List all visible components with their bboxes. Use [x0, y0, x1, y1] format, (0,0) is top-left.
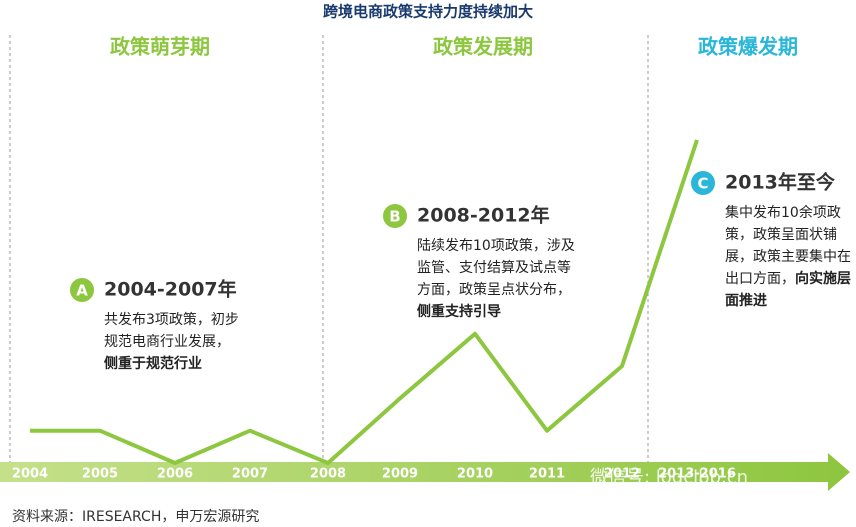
- annotation-run: 监管、支付结算及试点等: [417, 259, 571, 276]
- annotation-run: 出口方面，: [725, 271, 795, 287]
- annotation-run: 向实施层: [795, 270, 851, 287]
- watermark: 微信号: logclbb.cn: [590, 467, 748, 488]
- annotation-badge: [70, 278, 94, 302]
- annotation-badge: [383, 204, 407, 228]
- annotation-run: 策，政策呈面状铺: [725, 226, 837, 243]
- separators: [9, 35, 649, 462]
- annotation-badge: [691, 171, 715, 195]
- annotation-run: 规范电商行业发展，: [104, 333, 230, 350]
- annotation-run: 集中发布10余项政: [725, 204, 841, 221]
- annotation-line: 侧重支持引导: [417, 303, 501, 320]
- annotation-line: 集中发布10余项政: [725, 204, 841, 221]
- annotation-line: 面推进: [725, 292, 767, 309]
- x-tick-label: 2009: [382, 467, 418, 482]
- x-tick-label: 2008: [310, 467, 346, 482]
- phase-title: 政策爆发期: [698, 35, 798, 59]
- annotation-run: 方面，政策呈点状分布，: [417, 281, 571, 298]
- annotation-letter: C: [697, 175, 708, 193]
- phase-title: 政策萌芽期: [110, 35, 210, 59]
- timeline-arrow: [0, 453, 850, 491]
- phase-title: 政策发展期: [433, 35, 533, 59]
- annotation-run: 面推进: [725, 292, 767, 309]
- annotation-line: 展，政策主要集中在: [725, 248, 851, 265]
- annotation-line: 策，政策呈面状铺: [725, 226, 837, 243]
- chart-title: 跨境电商政策支持力度持续加大: [323, 3, 533, 21]
- x-tick-label: 2013-2016: [658, 467, 736, 482]
- annotation-line: 规范电商行业发展，: [104, 333, 230, 350]
- annotation-heading: 2004-2007年: [104, 278, 237, 301]
- annotation-run: 侧重支持引导: [417, 303, 501, 320]
- x-tick-label: 2010: [457, 467, 493, 482]
- annotation-heading: 2013年至今: [725, 171, 835, 194]
- x-tick-label: 2012: [604, 467, 640, 482]
- source: 资料来源：IRESEARCH，申万宏源研究: [12, 509, 259, 525]
- annotation-line: 侧重于规范行业: [104, 355, 202, 372]
- annotation-letter: A: [76, 282, 88, 300]
- annotation-run: 展，政策主要集中在: [725, 248, 851, 265]
- x-tick-label: 2006: [157, 467, 193, 482]
- x-tick-label: 2005: [82, 467, 118, 482]
- x-tick-label: 2004: [12, 467, 48, 482]
- annotation-line: 共发布3项政策，初步: [104, 311, 239, 328]
- annotation-line: 出口方面，向实施层: [725, 270, 851, 287]
- data-line: [30, 139, 699, 465]
- annotation-line: 监管、支付结算及试点等: [417, 259, 571, 276]
- x-tick-label: 2007: [232, 467, 268, 482]
- annotation-run: 侧重于规范行业: [104, 355, 202, 372]
- annotation-line: 方面，政策呈点状分布，: [417, 281, 571, 298]
- annotation-letter: B: [389, 208, 400, 226]
- annotation-run: 共发布3项政策，初步: [104, 311, 239, 328]
- annotation-line: 陆续发布10项政策，涉及: [417, 237, 575, 254]
- annotation-run: 陆续发布10项政策，涉及: [417, 237, 575, 254]
- annotation-heading: 2008-2012年: [417, 204, 550, 227]
- x-tick-label: 2011: [529, 467, 565, 482]
